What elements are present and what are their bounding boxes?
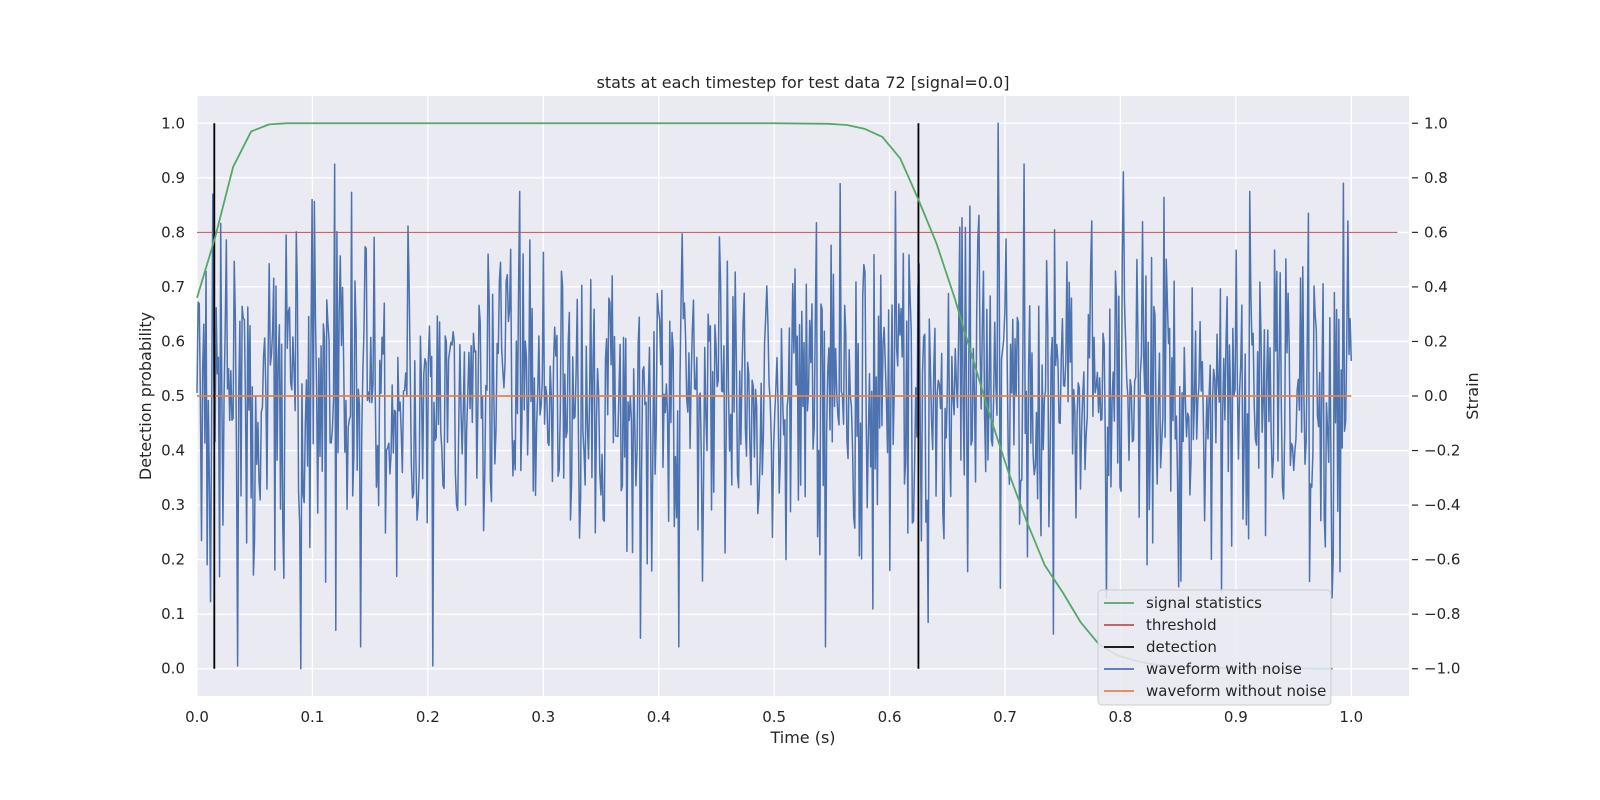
y-tick-labels-left: 0.0 0.1 0.2 0.3 0.4 0.5 0.6 0.7 0.8 0.9 1.0 (161, 114, 185, 677)
legend: signal statistics threshold detection wa… (1097, 589, 1332, 706)
y-tick-label-left: 0.8 (161, 223, 185, 241)
chart-title: stats at each timestep for test data 72 … (597, 73, 1010, 92)
y-tick-label-left: 0.0 (161, 660, 185, 678)
y-tick-label-left: 0.1 (161, 605, 185, 623)
y-tick-label-right: −0.4 (1424, 496, 1460, 514)
y-tick-label-left: 0.3 (161, 496, 185, 514)
y-axis-label-left: Detection probability (136, 312, 155, 480)
x-tick-label: 0.4 (647, 708, 671, 726)
x-axis-label: Time (s) (769, 728, 835, 747)
y-tick-label-right: 0.8 (1424, 169, 1448, 187)
x-tick-label: 0.0 (185, 708, 209, 726)
series-group (196, 122, 1398, 670)
y-tick-label-left: 0.2 (161, 551, 185, 569)
x-tick-label: 0.8 (1108, 708, 1132, 726)
y-tick-label-right: 0.0 (1424, 387, 1448, 405)
y-tick-label-left: 0.6 (161, 332, 185, 350)
y-tick-label-right: −0.2 (1424, 442, 1460, 460)
y-tick-label-left: 1.0 (161, 114, 185, 132)
y-tick-labels-right: −1.0 −0.8 −0.6 −0.4 −0.2 0.0 0.2 0.4 0.6 0.8 1.0 (1412, 114, 1460, 678)
legend-label-threshold: threshold (1146, 616, 1217, 634)
legend-box (1097, 589, 1332, 706)
x-tick-label: 0.7 (993, 708, 1017, 726)
y-tick-label-right: 0.6 (1424, 223, 1448, 241)
y-tick-label-right: −0.8 (1424, 605, 1460, 623)
legend-label-signal-statistics: signal statistics (1146, 594, 1262, 612)
x-tick-label: 0.1 (300, 708, 324, 726)
y-tick-label-right: −0.6 (1424, 551, 1460, 569)
legend-label-waveform-with-noise: waveform with noise (1146, 660, 1302, 678)
legend-label-waveform-without-noise: waveform without noise (1146, 682, 1326, 700)
x-tick-label: 0.5 (762, 708, 786, 726)
series-waveform-with-noise (196, 122, 1353, 670)
legend-label-detection: detection (1146, 638, 1217, 656)
x-tick-label: 0.6 (878, 708, 902, 726)
y-tick-label-right: 0.2 (1424, 332, 1448, 350)
x-tick-label: 1.0 (1339, 708, 1363, 726)
y-tick-label-left: 0.5 (161, 387, 185, 405)
y-axis-label-right: Strain (1463, 372, 1482, 419)
y-tick-label-right: −1.0 (1424, 660, 1460, 678)
y-tick-label-left: 0.4 (161, 442, 185, 460)
y-tick-label-left: 0.9 (161, 169, 185, 187)
x-tick-labels: 0.0 0.1 0.2 0.3 0.4 0.5 0.6 0.7 0.8 0.9 1.0 (185, 708, 1363, 726)
x-tick-label: 0.3 (531, 708, 555, 726)
y-tick-label-left: 0.7 (161, 278, 185, 296)
x-tick-label: 0.2 (416, 708, 440, 726)
y-tick-label-right: 0.4 (1424, 278, 1448, 296)
x-tick-label: 0.9 (1224, 708, 1248, 726)
y-tick-label-right: 1.0 (1424, 114, 1448, 132)
